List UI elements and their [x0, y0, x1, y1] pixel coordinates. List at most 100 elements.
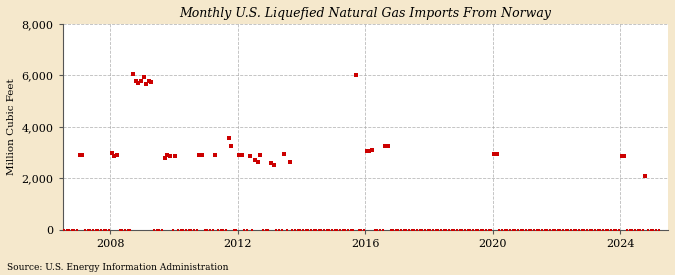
- Point: [122, 228, 133, 232]
- Point: [468, 228, 479, 232]
- Point: [510, 228, 520, 232]
- Point: [263, 228, 274, 232]
- Point: [531, 228, 542, 232]
- Point: [356, 228, 367, 232]
- Point: [481, 228, 491, 232]
- Point: [383, 144, 394, 148]
- Point: [494, 228, 505, 232]
- Point: [460, 228, 470, 232]
- Point: [101, 228, 112, 232]
- Y-axis label: Million Cubic Feet: Million Cubic Feet: [7, 78, 16, 175]
- Point: [271, 228, 281, 232]
- Point: [491, 152, 502, 156]
- Point: [361, 149, 372, 153]
- Point: [438, 228, 449, 232]
- Point: [244, 154, 255, 159]
- Point: [375, 228, 385, 232]
- Point: [119, 228, 130, 232]
- Point: [409, 228, 420, 232]
- Point: [508, 228, 518, 232]
- Point: [324, 228, 335, 232]
- Point: [364, 149, 375, 153]
- Point: [475, 228, 486, 232]
- Title: Monthly U.S. Liquefied Natural Gas Imports From Norway: Monthly U.S. Liquefied Natural Gas Impor…: [180, 7, 551, 20]
- Point: [489, 152, 500, 156]
- Point: [353, 228, 364, 232]
- Point: [518, 228, 529, 232]
- Point: [196, 153, 207, 157]
- Point: [547, 228, 558, 232]
- Point: [414, 228, 425, 232]
- Point: [287, 228, 298, 232]
- Point: [420, 228, 431, 232]
- Point: [247, 228, 258, 232]
- Point: [298, 228, 308, 232]
- Point: [221, 228, 232, 232]
- Point: [223, 136, 234, 141]
- Point: [281, 228, 292, 232]
- Point: [372, 228, 383, 232]
- Point: [465, 228, 476, 232]
- Point: [380, 144, 391, 148]
- Text: Source: U.S. Energy Information Administration: Source: U.S. Energy Information Administ…: [7, 263, 228, 272]
- Point: [526, 228, 537, 232]
- Point: [80, 228, 90, 232]
- Point: [417, 228, 428, 232]
- Point: [178, 228, 189, 232]
- Point: [634, 228, 645, 232]
- Point: [582, 228, 593, 232]
- Point: [393, 228, 404, 232]
- Point: [624, 228, 635, 232]
- Point: [627, 228, 638, 232]
- Point: [332, 228, 343, 232]
- Point: [387, 228, 398, 232]
- Point: [350, 73, 361, 77]
- Point: [167, 228, 178, 232]
- Point: [401, 228, 412, 232]
- Point: [61, 228, 72, 232]
- Point: [103, 228, 114, 232]
- Point: [452, 228, 462, 232]
- Point: [630, 228, 641, 232]
- Point: [608, 228, 619, 232]
- Point: [600, 228, 611, 232]
- Point: [303, 228, 314, 232]
- Point: [207, 228, 218, 232]
- Point: [74, 153, 85, 157]
- Point: [585, 228, 595, 232]
- Point: [252, 160, 263, 164]
- Point: [595, 228, 605, 232]
- Point: [529, 228, 539, 232]
- Point: [43, 228, 53, 232]
- Point: [213, 228, 223, 232]
- Point: [111, 153, 122, 157]
- Point: [558, 228, 568, 232]
- Point: [449, 228, 460, 232]
- Point: [390, 228, 401, 232]
- Point: [537, 228, 547, 232]
- Point: [82, 228, 93, 232]
- Point: [319, 228, 329, 232]
- Point: [210, 153, 221, 157]
- Point: [592, 228, 603, 232]
- Point: [202, 228, 213, 232]
- Point: [218, 228, 229, 232]
- Point: [279, 152, 290, 156]
- Point: [643, 228, 653, 232]
- Point: [377, 228, 388, 232]
- Point: [645, 228, 656, 232]
- Point: [335, 228, 346, 232]
- Point: [276, 228, 287, 232]
- Point: [412, 228, 423, 232]
- Point: [640, 174, 651, 178]
- Point: [435, 228, 446, 232]
- Point: [502, 228, 513, 232]
- Point: [88, 228, 99, 232]
- Point: [603, 228, 614, 232]
- Point: [446, 228, 457, 232]
- Point: [199, 228, 210, 232]
- Point: [587, 228, 598, 232]
- Point: [651, 228, 661, 232]
- Point: [653, 228, 664, 232]
- Point: [539, 228, 550, 232]
